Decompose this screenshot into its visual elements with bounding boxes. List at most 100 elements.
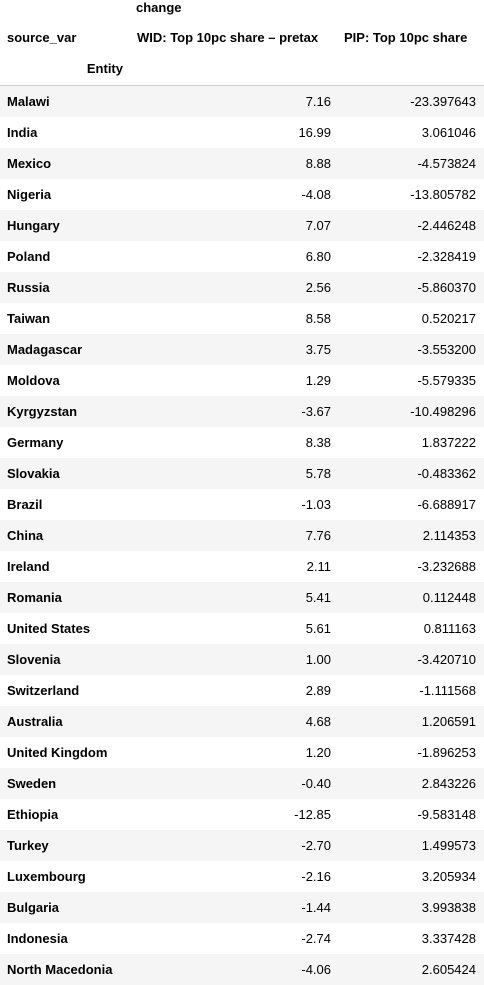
row-entity: Poland	[7, 249, 51, 264]
cell-pip-value: -5.579335	[417, 373, 476, 388]
cell-wid-value: -4.06	[301, 962, 331, 977]
cell-pip-value: 3.061046	[421, 125, 476, 140]
column-header-pip: PIP: Top 10pc share	[344, 30, 468, 45]
row-entity: Ireland	[7, 559, 50, 574]
row-entity: Malawi	[7, 94, 50, 109]
cell-wid-value: -0.40	[301, 776, 331, 791]
table-row: United Kingdom 1.20 -1.896253	[0, 737, 484, 768]
row-entity: United States	[7, 621, 91, 636]
cell-pip-value: 3.337428	[421, 931, 476, 946]
column-group-label: change	[136, 0, 182, 15]
cell-pip-value: 2.605424	[421, 962, 476, 977]
row-entity: Ethiopia	[7, 807, 59, 822]
table-row: Slovenia 1.00 -3.420710	[0, 644, 484, 675]
table-row: Bulgaria -1.44 3.993838	[0, 892, 484, 923]
table-row: Indonesia -2.74 3.337428	[0, 923, 484, 954]
table-row: Luxembourg -2.16 3.205934	[0, 861, 484, 892]
cell-wid-value: -1.03	[301, 497, 331, 512]
table-row: United States 5.61 0.811163	[0, 613, 484, 644]
row-entity: Slovakia	[7, 466, 60, 481]
table-row: Kyrgyzstan -3.67 -10.498296	[0, 396, 484, 427]
cell-pip-value: -5.860370	[417, 280, 476, 295]
row-entity: Madagascar	[7, 342, 83, 357]
table-row: Brazil -1.03 -6.688917	[0, 489, 484, 520]
table-row: Australia 4.68 1.206591	[0, 706, 484, 737]
row-entity: India	[7, 125, 38, 140]
row-entity: Romania	[7, 590, 62, 605]
cell-wid-value: 2.11	[306, 559, 331, 574]
row-entity: North Macedonia	[7, 962, 113, 977]
row-entity: Bulgaria	[7, 900, 60, 915]
cell-wid-value: 8.88	[305, 156, 331, 171]
cell-wid-value: 5.61	[305, 621, 331, 636]
table-row: India 16.99 3.061046	[0, 117, 484, 148]
cell-wid-value: 7.76	[305, 528, 331, 543]
row-entity: Australia	[7, 714, 63, 729]
columns-index-name: source_var	[7, 30, 77, 45]
row-entity: Turkey	[7, 838, 49, 853]
row-entity: Nigeria	[7, 187, 52, 202]
table-row: Hungary 7.07 -2.446248	[0, 210, 484, 241]
cell-pip-value: -13.805782	[410, 187, 476, 202]
cell-wid-value: -1.44	[301, 900, 331, 915]
cell-wid-value: 1.20	[305, 745, 331, 760]
table-row: Russia 2.56 -5.860370	[0, 272, 484, 303]
row-entity: Slovenia	[7, 652, 61, 667]
row-index-name: Entity	[86, 61, 123, 76]
cell-pip-value: 1.499573	[421, 838, 476, 853]
table-row: Poland 6.80 -2.328419	[0, 241, 484, 272]
cell-wid-value: 8.38	[305, 435, 331, 450]
cell-wid-value: 8.58	[305, 311, 331, 326]
cell-pip-value: 3.205934	[421, 869, 476, 884]
cell-pip-value: -6.688917	[417, 497, 476, 512]
row-entity: Sweden	[7, 776, 57, 791]
column-header-wid: WID: Top 10pc share – pretax	[137, 30, 319, 45]
header-columns-row: source_var WID: Top 10pc share – pretax …	[0, 23, 484, 54]
cell-pip-value: -2.446248	[417, 218, 476, 233]
cell-wid-value: 5.41	[305, 590, 331, 605]
table-row: Turkey -2.70 1.499573	[0, 830, 484, 861]
table-row: Ireland 2.11 -3.232688	[0, 551, 484, 582]
cell-wid-value: -12.85	[294, 807, 331, 822]
cell-wid-value: 16.99	[298, 125, 331, 140]
cell-pip-value: 2.114353	[422, 528, 476, 543]
cell-pip-value: -1.896253	[417, 745, 476, 760]
cell-pip-value: 3.993838	[421, 900, 476, 915]
cell-pip-value: -3.232688	[417, 559, 476, 574]
row-entity: Hungary	[7, 218, 60, 233]
row-entity: Taiwan	[7, 311, 51, 326]
cell-pip-value: -0.483362	[417, 466, 476, 481]
table-row: Moldova 1.29 -5.579335	[0, 365, 484, 396]
table-row: Romania 5.41 0.112448	[0, 582, 484, 613]
row-entity: United Kingdom	[7, 745, 108, 760]
cell-wid-value: -2.74	[301, 931, 331, 946]
table-row: Malawi 7.16 -23.397643	[0, 86, 484, 117]
row-entity: Kyrgyzstan	[7, 404, 78, 419]
cell-wid-value: -2.70	[301, 838, 331, 853]
cell-pip-value: -4.573824	[417, 156, 476, 171]
row-entity: Switzerland	[7, 683, 80, 698]
cell-pip-value: -2.328419	[417, 249, 476, 264]
cell-pip-value: 0.811163	[423, 621, 476, 636]
cell-pip-value: 1.837222	[421, 435, 476, 450]
table-row: Germany 8.38 1.837222	[0, 427, 484, 458]
cell-wid-value: -2.16	[301, 869, 331, 884]
cell-wid-value: -4.08	[301, 187, 331, 202]
cell-wid-value: 2.89	[305, 683, 331, 698]
table-row: Sweden -0.40 2.843226	[0, 768, 484, 799]
cell-wid-value: 4.68	[305, 714, 331, 729]
cell-wid-value: 5.78	[305, 466, 331, 481]
cell-wid-value: -3.67	[301, 404, 331, 419]
table-row: North Macedonia -4.06 2.605424	[0, 954, 484, 985]
cell-pip-value: -3.420710	[417, 652, 476, 667]
cell-pip-value: 2.843226	[421, 776, 476, 791]
cell-pip-value: -10.498296	[410, 404, 476, 419]
row-entity: Mexico	[7, 156, 52, 171]
table-row: Switzerland 2.89 -1.111568	[0, 675, 484, 706]
cell-wid-value: 6.80	[305, 249, 331, 264]
cell-pip-value: -9.583148	[417, 807, 476, 822]
row-entity: Germany	[7, 435, 64, 450]
row-entity: Moldova	[7, 373, 60, 388]
table-row: Slovakia 5.78 -0.483362	[0, 458, 484, 489]
